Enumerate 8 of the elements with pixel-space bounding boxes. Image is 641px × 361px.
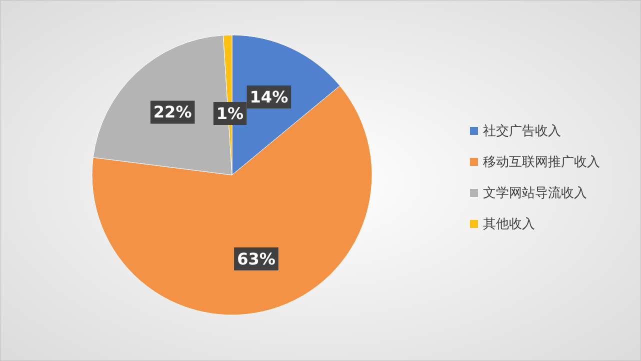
legend-label: 文学网站导流收入: [483, 185, 587, 201]
legend-label: 其他收入: [483, 217, 535, 232]
legend-label: 社交广告收入: [483, 123, 561, 139]
data-label: 22%: [153, 102, 192, 122]
data-label: 14%: [250, 87, 288, 106]
data-label: 63%: [237, 249, 276, 268]
data-label: 1%: [216, 104, 244, 123]
slice-label: 移动互联网推广收入: [483, 155, 600, 170]
